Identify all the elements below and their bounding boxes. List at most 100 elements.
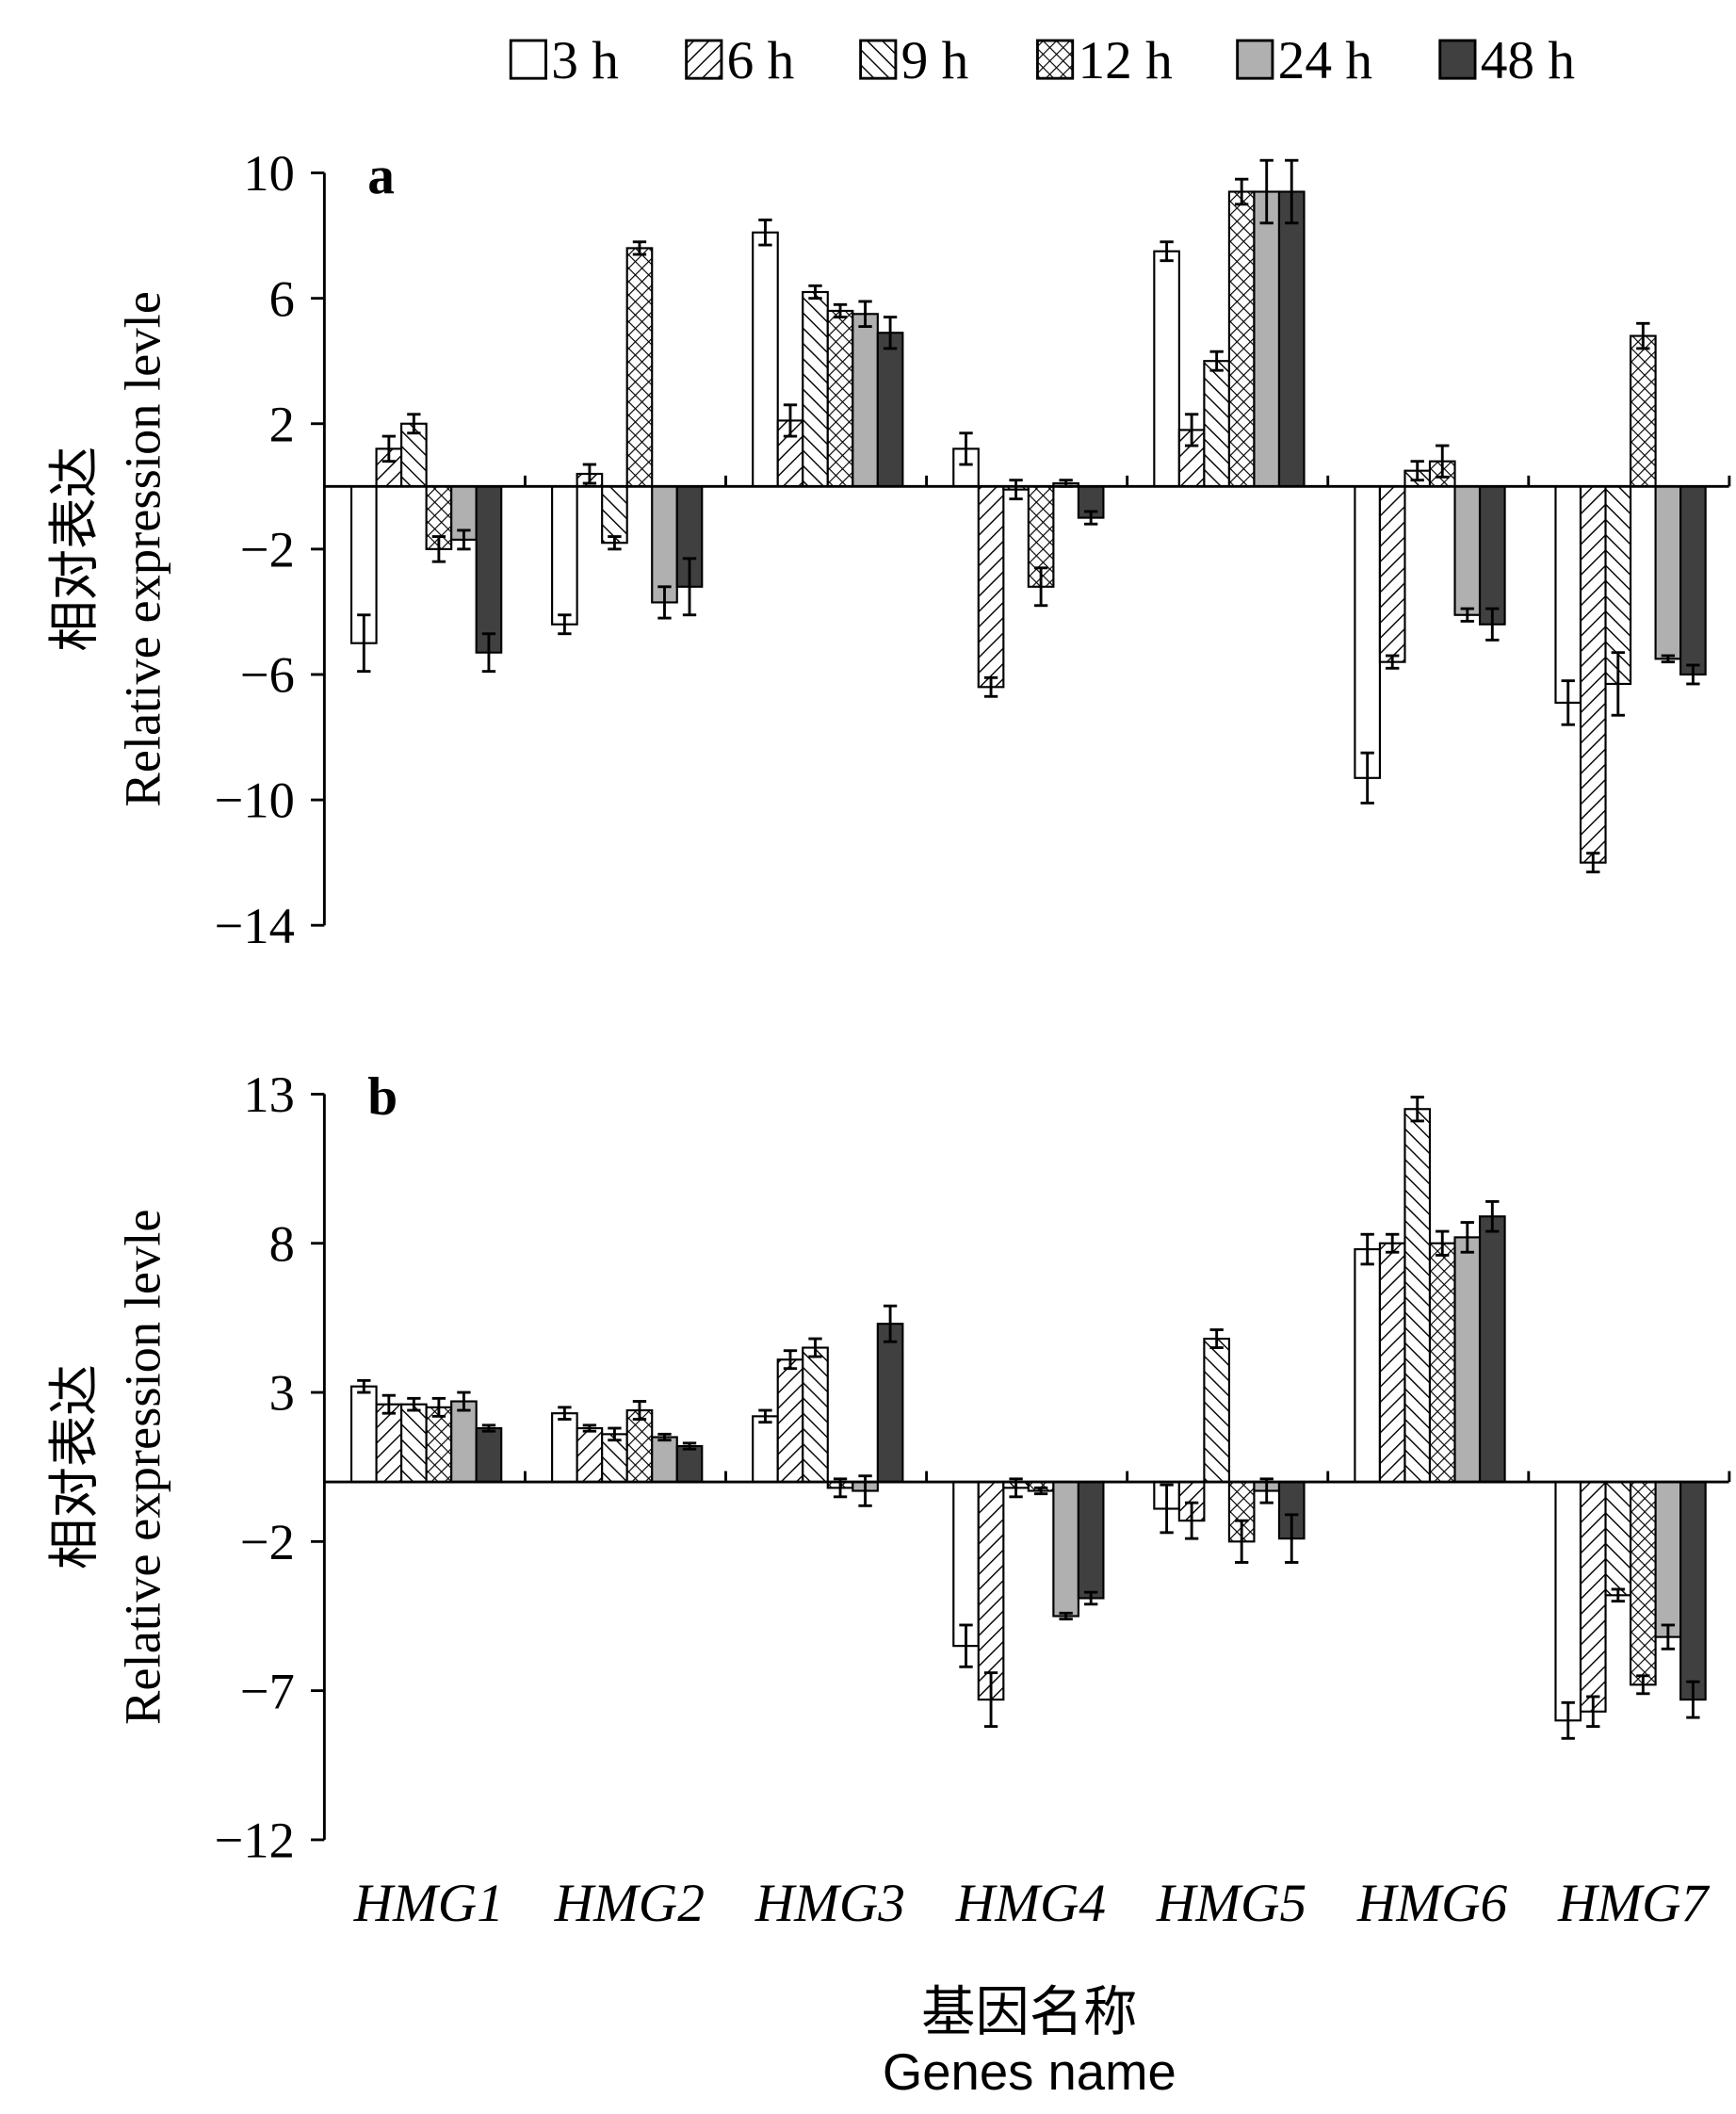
bar-b-HMG7-9h — [1604, 1480, 1632, 1597]
bar-b-HMG5-9h — [1203, 1337, 1230, 1484]
y-tick-label: −6 — [240, 646, 295, 704]
y-tick-label: −14 — [215, 897, 295, 954]
x-tick-label: HMG2 — [554, 1874, 705, 1933]
y-axis-label: Relative expression levle — [113, 1209, 170, 1725]
bar-b-HMG6-6h — [1378, 1242, 1406, 1484]
y-tick-label: −2 — [240, 1513, 295, 1570]
bar-b-HMG3-9h — [802, 1346, 829, 1484]
bar-b-HMG3-6h — [776, 1358, 804, 1484]
bar-b-HMG3-3h — [752, 1415, 779, 1484]
bar-a-HMG2-48h — [675, 485, 704, 588]
bar-b-HMG1-24h — [450, 1400, 478, 1484]
bar-a-HMG5-12h — [1227, 190, 1256, 488]
legend-label: 24 h — [1278, 31, 1372, 90]
legend: 3 h 6 h 9 h 12 h 24 h 48 h — [509, 31, 1575, 90]
bar-b-HMG1-3h — [349, 1385, 378, 1484]
bar-b-HMG2-48h — [675, 1444, 704, 1484]
legend-label: 3 h — [551, 31, 619, 90]
panel-label: b — [367, 1067, 397, 1127]
bar-a-HMG5-48h — [1277, 190, 1306, 488]
bar-b-HMG6-9h — [1403, 1108, 1432, 1484]
y-tick-label: −7 — [240, 1662, 295, 1719]
bar-a-HMG1-9h — [400, 422, 428, 488]
y-axis-label: Relative expression levle — [113, 291, 170, 807]
y-tick-label: −2 — [240, 521, 295, 578]
bar-a-HMG7-24h — [1654, 485, 1682, 660]
legend-label: 6 h — [727, 31, 795, 90]
bar-b-HMG6-48h — [1478, 1215, 1506, 1484]
bar-b-HMG6-3h — [1354, 1247, 1382, 1484]
bar-a-HMG3-24h — [852, 313, 879, 488]
legend-swatch-0 — [509, 39, 547, 80]
bar-a-HMG7-6h — [1579, 485, 1607, 864]
bar-a-HMG5-3h — [1153, 250, 1180, 488]
x-tick-label: HMG4 — [955, 1874, 1106, 1933]
bar-a-HMG2-3h — [551, 485, 578, 626]
bar-b-HMG1-48h — [475, 1426, 503, 1484]
bar-a-HMG2-24h — [651, 485, 678, 604]
x-tick-label: HMG7 — [1557, 1874, 1711, 1933]
bar-a-HMG4-3h — [952, 447, 980, 488]
bar-a-HMG6-48h — [1478, 485, 1506, 626]
bar-a-HMG6-6h — [1378, 485, 1406, 663]
x-tick-label: HMG5 — [1156, 1874, 1306, 1933]
x-axis-label-cn: 基因名称 — [921, 1983, 1137, 2042]
bar-b-HMG2-3h — [551, 1412, 578, 1484]
bar-a-HMG6-3h — [1354, 485, 1382, 779]
y-axis-label-cn: 相对表达 — [46, 447, 104, 652]
bar-b-HMG6-24h — [1453, 1236, 1482, 1484]
bar-a-HMG3-12h — [826, 309, 854, 488]
bar-b-HMG7-24h — [1654, 1480, 1682, 1638]
bar-a-HMG7-9h — [1604, 485, 1632, 686]
legend-swatch-3 — [1036, 39, 1075, 80]
legend-label: 9 h — [901, 31, 969, 90]
bar-a-HMG3-9h — [802, 290, 829, 488]
legend-swatch-1 — [685, 39, 723, 80]
bar-b-HMG7-48h — [1679, 1480, 1707, 1701]
legend-label: 12 h — [1078, 31, 1172, 90]
y-tick-label: −12 — [215, 1812, 295, 1869]
panel-a: 10 6 2 −2 −6 −10 −14 a 相对表达 Relative expression l… — [46, 144, 1731, 954]
bar-b-HMG7-3h — [1554, 1480, 1582, 1722]
legend-swatch-5 — [1438, 39, 1477, 80]
bar-a-HMG4-6h — [977, 485, 1005, 689]
bar-b-HMG4-24h — [1052, 1480, 1079, 1618]
bar-a-HMG5-9h — [1203, 360, 1230, 488]
bar-b-HMG3-48h — [876, 1323, 904, 1484]
y-tick-label: 2 — [269, 395, 295, 452]
bar-a-HMG2-9h — [601, 485, 628, 545]
bar-a-HMG3-48h — [876, 332, 904, 488]
panel-label: a — [367, 146, 395, 205]
y-tick-label: 13 — [243, 1065, 294, 1123]
bar-b-HMG7-12h — [1629, 1480, 1657, 1686]
legend-swatch-2 — [859, 39, 898, 80]
bar-b-HMG2-24h — [651, 1436, 678, 1484]
bar-b-HMG7-6h — [1579, 1480, 1607, 1713]
bar-a-HMG1-48h — [475, 485, 503, 654]
y-axis-label-cn: 相对表达 — [46, 1364, 104, 1569]
y-tick-label: −10 — [215, 772, 295, 829]
bar-a-HMG7-12h — [1629, 334, 1657, 488]
panel-b: 13 8 3 −2 −7 −12 b 相对表达 Relative expression levl… — [46, 1065, 1731, 1933]
bar-b-HMG2-6h — [576, 1426, 604, 1484]
y-tick-label: 3 — [269, 1364, 295, 1422]
bar-a-HMG7-3h — [1554, 485, 1582, 705]
legend-label: 48 h — [1481, 31, 1575, 90]
bar-b-HMG1-6h — [375, 1403, 403, 1484]
y-tick-label: 10 — [243, 144, 294, 202]
bar-a-HMG6-24h — [1453, 485, 1482, 616]
bar-a-HMG7-48h — [1679, 485, 1707, 676]
bar-b-HMG4-48h — [1077, 1480, 1105, 1600]
bar-a-HMG5-24h — [1253, 190, 1281, 488]
bar-a-HMG2-12h — [625, 247, 654, 488]
x-tick-label: HMG6 — [1356, 1874, 1508, 1933]
x-tick-label: HMG3 — [754, 1874, 905, 1933]
bar-b-HMG4-6h — [977, 1480, 1005, 1701]
y-tick-label: 6 — [269, 269, 295, 327]
x-axis-label: Genes name — [883, 2043, 1176, 2101]
bar-a-HMG3-3h — [752, 231, 779, 488]
bar-b-HMG6-12h — [1428, 1242, 1456, 1484]
y-tick-label: 8 — [269, 1214, 295, 1272]
